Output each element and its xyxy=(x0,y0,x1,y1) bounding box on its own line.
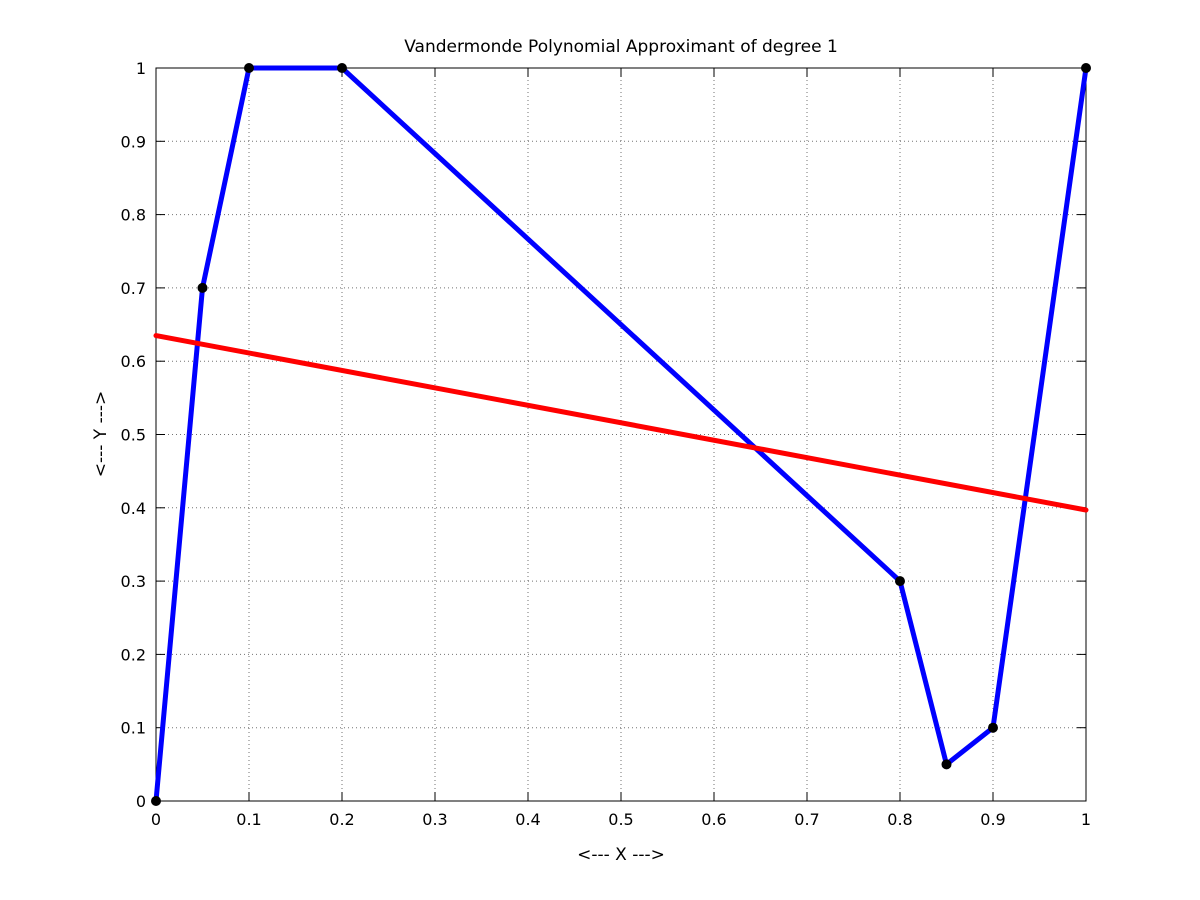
y-tick-labels: 0 0.1 0.2 0.3 0.4 0.5 0.6 0.7 0.8 0.9 1 xyxy=(121,59,146,811)
y-tick-label: 0.1 xyxy=(121,719,146,738)
grid xyxy=(156,68,1086,801)
data-point xyxy=(197,282,208,293)
y-tick-label: 0.6 xyxy=(121,352,146,371)
y-tick-label: 0.8 xyxy=(121,206,146,225)
data-point xyxy=(1081,63,1091,73)
series-line-0 xyxy=(153,65,1089,804)
x-tick-label: 0.6 xyxy=(701,810,726,829)
x-axis-label: <--- X ---> xyxy=(577,845,665,865)
x-tick-label: 0.7 xyxy=(794,810,819,829)
x-tick-label: 0.1 xyxy=(236,810,261,829)
y-tick-label: 0.7 xyxy=(121,279,146,298)
y-tick-label: 1 xyxy=(136,59,146,78)
y-tick-label: 0 xyxy=(136,792,146,811)
series-layer xyxy=(153,65,1089,804)
series-line-1 xyxy=(153,333,1089,513)
x-tick-label: 1 xyxy=(1081,810,1091,829)
y-tick-label: 0.4 xyxy=(121,499,146,518)
data-point xyxy=(941,759,952,770)
x-tick-label: 0.2 xyxy=(329,810,354,829)
x-tick-label: 0.9 xyxy=(980,810,1005,829)
data-point xyxy=(244,63,254,73)
y-tick-label: 0.9 xyxy=(121,132,146,151)
y-axis-label: <--- Y ---> xyxy=(91,391,111,478)
y-tick-label: 0.5 xyxy=(121,426,146,445)
x-tick-label: 0.4 xyxy=(515,810,540,829)
data-point xyxy=(988,722,998,733)
data-point xyxy=(895,576,905,587)
x-tick-label: 0 xyxy=(151,810,161,829)
y-tick-label: 0.2 xyxy=(121,645,146,664)
x-tick-label: 0.5 xyxy=(608,810,633,829)
chart-title: Vandermonde Polynomial Approximant of de… xyxy=(404,37,838,57)
y-tick-label: 0.3 xyxy=(121,572,146,591)
data-point xyxy=(151,796,161,806)
data-point xyxy=(337,63,347,73)
x-tick-labels: 0 0.1 0.2 0.3 0.4 0.5 0.6 0.7 0.8 0.9 1 xyxy=(151,810,1091,829)
x-tick-label: 0.3 xyxy=(422,810,447,829)
x-tick-label: 0.8 xyxy=(887,810,912,829)
markers-layer xyxy=(151,63,1091,806)
